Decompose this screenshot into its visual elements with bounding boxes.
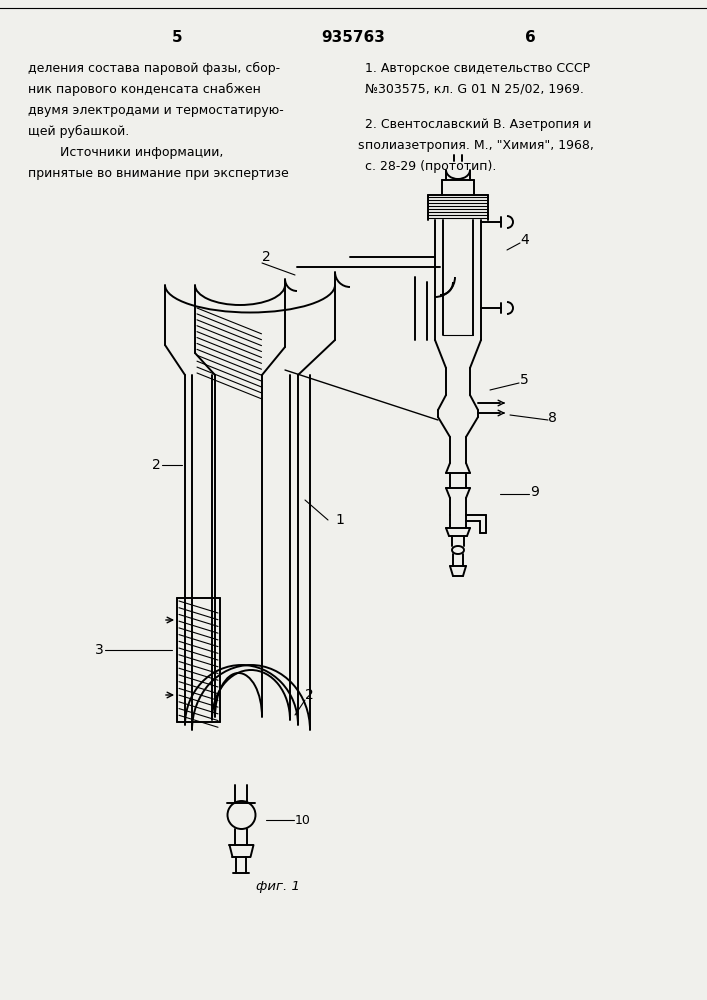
Text: 9: 9 — [530, 485, 539, 499]
Text: 2. Свентославский В. Азетропия и: 2. Свентославский В. Азетропия и — [365, 118, 591, 131]
Text: принятые во внимание при экспертизе: принятые во внимание при экспертизе — [28, 167, 288, 180]
Text: 4: 4 — [520, 233, 529, 247]
Text: 2: 2 — [305, 688, 314, 702]
Text: Источники информации,: Источники информации, — [28, 146, 223, 159]
Text: 5: 5 — [172, 30, 182, 45]
Text: 2: 2 — [262, 250, 271, 264]
Text: щей рубашкой.: щей рубашкой. — [28, 125, 129, 138]
Text: 3: 3 — [95, 643, 104, 657]
Text: 1: 1 — [335, 513, 344, 527]
Text: деления состава паровой фазы, сбор-: деления состава паровой фазы, сбор- — [28, 62, 280, 75]
Text: 5: 5 — [520, 373, 529, 387]
Text: фиг. 1: фиг. 1 — [257, 880, 300, 893]
Text: ник парового конденсата снабжен: ник парового конденсата снабжен — [28, 83, 261, 96]
Text: двумя электродами и термостатирую-: двумя электродами и термостатирую- — [28, 104, 284, 117]
Text: с. 28-29 (прототип).: с. 28-29 (прототип). — [365, 160, 496, 173]
Text: 1. Авторское свидетельство СССР: 1. Авторское свидетельство СССР — [365, 62, 590, 75]
Text: 935763: 935763 — [321, 30, 385, 45]
Text: 2: 2 — [152, 458, 160, 472]
Text: s: s — [357, 139, 363, 152]
Text: 6: 6 — [525, 30, 535, 45]
Text: 10: 10 — [295, 814, 311, 826]
Text: полиазетропия. М., "Химия", 1968,: полиазетропия. М., "Химия", 1968, — [365, 139, 594, 152]
Text: 8: 8 — [548, 411, 557, 425]
Text: №303575, кл. G 01 N 25/02, 1969.: №303575, кл. G 01 N 25/02, 1969. — [365, 83, 584, 96]
